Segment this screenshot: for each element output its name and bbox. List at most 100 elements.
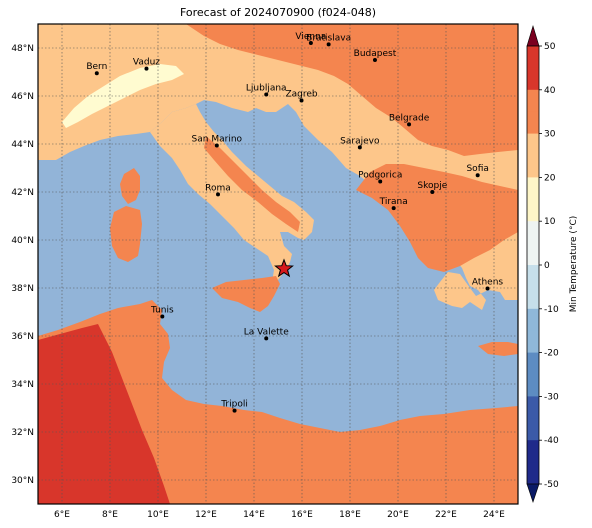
colorbar-swatch	[527, 243, 539, 266]
colorbar-swatch	[527, 46, 539, 69]
colorbar-extend-high	[526, 24, 540, 47]
city-label: San Marino	[192, 134, 243, 144]
land-crete	[478, 342, 518, 356]
city-dot	[308, 40, 313, 45]
city-label: Sofia	[466, 164, 488, 174]
latitude-axis: 30°N 32°N 34°N 36°N 38°N 40°N 42°N 44°N 46°N 48°N	[11, 44, 34, 486]
lon-tick-label: 8°E	[102, 510, 118, 520]
city-label: Belgrade	[389, 113, 430, 123]
colorbar-swatch	[527, 330, 539, 354]
city-dot	[378, 179, 383, 184]
lon-tick-label: 16°E	[291, 510, 313, 520]
temp-zone-warm-italy	[204, 136, 300, 232]
star-marker-icon	[274, 258, 294, 278]
colorbar-extend-low	[526, 483, 540, 503]
colorbar-swatch	[527, 111, 539, 135]
city-dot	[264, 336, 269, 341]
colorbar-tick-label: -40	[544, 436, 559, 446]
colorbar-swatch	[527, 133, 539, 156]
lat-tick-label: 32°N	[11, 428, 34, 438]
lat-tick-label: 44°N	[11, 140, 34, 150]
lon-tick-label: 20°E	[387, 510, 409, 520]
city-label: Roma	[205, 183, 231, 193]
lon-tick-label: 22°E	[435, 510, 457, 520]
city-label: Budapest	[354, 49, 397, 59]
map-area	[38, 24, 518, 504]
temp-zone-warm-north	[186, 24, 518, 156]
city-dot	[372, 58, 377, 62]
colorbar-swatch	[527, 286, 539, 310]
lat-tick-label: 30°N	[11, 476, 34, 486]
lon-tick-label: 12°E	[195, 510, 217, 520]
colorbar-swatch	[527, 67, 539, 91]
colorbar-swatch	[527, 265, 539, 288]
colorbar-label: Min Temperature (°C)	[569, 216, 579, 313]
lat-tick-label: 38°N	[11, 284, 34, 294]
colorbar-swatch	[527, 308, 539, 332]
land-italy	[150, 104, 314, 282]
colorbar-swatch	[527, 352, 539, 375]
city-label: Ljubljana	[246, 84, 287, 94]
land-corsica	[120, 168, 140, 204]
city-label: La Valette	[244, 327, 289, 337]
city-dot	[391, 206, 396, 211]
city-label: Bratislava	[306, 33, 351, 43]
colorbar-tick-label: 0	[544, 261, 550, 271]
city-label: Zagreb	[285, 90, 317, 100]
colorbar-swatch	[527, 440, 539, 463]
city-label: Vienna	[295, 32, 326, 42]
temp-zone-warm-balkans	[356, 164, 518, 272]
colorbar-swatch	[527, 418, 539, 441]
city-dot	[357, 145, 362, 150]
city-dot	[326, 42, 331, 47]
colorbar-tick-label: -30	[544, 392, 559, 402]
city-label: Tripoli	[220, 400, 248, 410]
city-label: Podgorica	[358, 170, 402, 180]
city-dot	[407, 122, 412, 127]
land-sicily	[212, 276, 280, 312]
city-dot	[216, 192, 220, 197]
city-dot	[264, 92, 269, 97]
city-label: Vaduz	[133, 58, 160, 68]
city-dot	[144, 66, 149, 71]
colorbar-tick-label: 50	[544, 42, 556, 52]
lon-tick-label: 6°E	[54, 510, 70, 520]
lon-tick-label: 14°E	[243, 510, 265, 520]
colorbar-swatch	[527, 462, 539, 485]
lon-tick-label: 10°E	[147, 510, 169, 520]
lon-tick-label: 24°E	[483, 510, 505, 520]
city-label: Tunis	[150, 306, 174, 316]
lat-tick-label: 42°N	[11, 188, 34, 198]
colorbar-swatch	[527, 89, 539, 113]
city-dot	[475, 173, 480, 178]
colorbar-tick-label: 40	[544, 86, 556, 96]
map-title: Forecast of 2024070900 (f024-048)	[179, 6, 377, 19]
city-label: Bern	[86, 62, 107, 72]
colorbar-tick-label: -10	[544, 305, 559, 315]
colorbar-tick-label: 20	[544, 173, 556, 183]
colorbar-tick-label: -20	[544, 349, 559, 359]
lat-tick-label: 34°N	[11, 380, 34, 390]
lat-tick-label: 40°N	[11, 236, 34, 246]
land-sardinia	[110, 206, 142, 262]
city-dot	[232, 408, 237, 413]
colorbar-swatch	[527, 221, 539, 244]
city-label: Sarajevo	[340, 136, 380, 146]
city-label: Athens	[472, 277, 503, 287]
lat-tick-label: 46°N	[11, 92, 34, 102]
lat-tick-label: 48°N	[11, 44, 34, 54]
city-dot	[214, 143, 219, 148]
city-dot	[430, 190, 435, 194]
longitude-axis: 6°E 8°E 10°E 12°E 14°E 16°E 18°E 20°E 22°E 24°E	[54, 510, 505, 520]
city-dot	[299, 98, 304, 103]
city-label: Skopje	[417, 181, 447, 191]
map-gridlines	[38, 24, 518, 504]
map-frame	[37, 23, 519, 505]
city-dot	[160, 314, 165, 319]
colorbar-tick-label: 30	[544, 130, 556, 140]
colorbar-swatch	[527, 177, 539, 200]
city-label: Tirana	[379, 197, 408, 207]
lon-tick-label: 18°E	[339, 510, 361, 520]
